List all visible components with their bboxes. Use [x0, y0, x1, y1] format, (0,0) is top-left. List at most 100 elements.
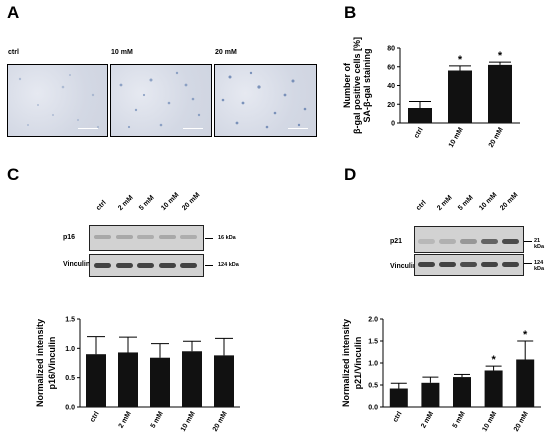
kda-marker-line [205, 238, 213, 239]
blot-band [439, 239, 456, 244]
y-tick-label: 20 [387, 102, 395, 109]
y-tick-label: 1.5 [368, 339, 378, 346]
bar [453, 377, 471, 407]
micrograph-ctrl [7, 64, 108, 137]
significance-marker: * [491, 354, 496, 366]
kda-marker-line [205, 265, 213, 266]
blot-band [481, 262, 498, 267]
blot-p21 [414, 226, 524, 253]
x-tick-label: 5 mM [150, 410, 165, 429]
bar [408, 108, 432, 123]
kda-marker-line [524, 263, 532, 264]
x-tick-label: ctrl [89, 410, 101, 423]
bar [516, 359, 535, 407]
blot-band [137, 235, 154, 239]
bar [488, 64, 512, 123]
significance-marker: * [458, 54, 463, 66]
bar [86, 354, 106, 407]
y-tick-label: 1.5 [65, 317, 75, 324]
bar [448, 70, 472, 123]
bar [214, 355, 234, 407]
x-tick-label: 10 mM [180, 410, 197, 433]
blot-band [180, 235, 197, 239]
y-tick-label: 60 [387, 64, 395, 71]
chart-c: 0.0 0.5 1.0 1.5 Normalized intensity p16/Vinc… [35, 317, 240, 433]
y-axis-label: β-gal positive cells [%] [352, 37, 362, 134]
blot-band [481, 239, 498, 244]
blot-vinculin-c [89, 254, 204, 277]
chart-d-plot: 0.0 0.5 1.0 1.5 2.0 Normalized intensity p21/V… [341, 317, 541, 433]
lane-label: 20 mM [181, 191, 202, 212]
x-tick-label: 2 mM [420, 410, 435, 429]
lane-label: 10 mM [159, 191, 180, 212]
blot-label-vinculin: Vinculin [390, 263, 418, 270]
micrograph-10mm [110, 64, 212, 137]
chart-b: 0 20 40 60 80 Number of β-gal positive cells [… [342, 37, 520, 149]
micrograph-20mm [214, 64, 317, 137]
blot-label-p16: p16 [63, 234, 76, 241]
scale-bar [183, 128, 203, 129]
bar [182, 351, 202, 407]
image-label-10mm: 10 mM [111, 49, 133, 56]
bar [389, 388, 408, 407]
lane-label: ctrl [415, 199, 428, 212]
kda-label-p16: 16 kDa [218, 235, 236, 241]
blot-band [115, 263, 133, 268]
blot-band [158, 263, 176, 268]
y-axis-label: Normalized intensity [341, 319, 351, 407]
y-tick-label: 80 [387, 46, 395, 53]
lane-label: 10 mM [478, 191, 499, 212]
blot-band [115, 235, 133, 239]
x-tick-label: 20 mM [212, 410, 229, 433]
blot-label-p21: p21 [390, 238, 403, 245]
y-tick-label: 40 [387, 83, 395, 90]
scale-bar [78, 128, 98, 129]
y-axis-label: p21/Vinculin [353, 337, 363, 390]
significance-marker: * [523, 329, 528, 341]
x-tick-label: 10 mM [448, 126, 465, 149]
y-axis-label: Number of [342, 62, 352, 108]
micrograph-10mm-texture [119, 71, 201, 129]
blot-band [180, 263, 197, 268]
bar [150, 357, 170, 407]
micrograph-ctrl-texture [18, 74, 100, 129]
significance-marker: * [498, 50, 503, 62]
scale-bar [288, 128, 308, 129]
image-label-20mm: 20 mM [215, 49, 237, 56]
y-tick-label: 1.0 [65, 346, 75, 353]
kda-marker-line [524, 241, 532, 242]
lane-label: 5 mM [138, 194, 156, 212]
panel-letter-b: B [344, 3, 357, 22]
lane-label: 5 mM [457, 194, 475, 212]
x-tick-label: 20 mM [513, 410, 530, 433]
y-tick-label: 0.0 [65, 405, 75, 412]
y-axis-label: p16/Vinculin [47, 337, 57, 390]
y-axis-label: Normalized intensity [35, 319, 45, 407]
x-tick-label: ctrl [392, 410, 404, 423]
micrograph-20mm-texture [221, 71, 307, 129]
bar [484, 370, 503, 407]
blot-band [137, 263, 154, 268]
lane-label: ctrl [95, 199, 108, 212]
panel-letter-a: A [7, 3, 20, 22]
blot-band [94, 235, 111, 239]
blot-band [418, 239, 435, 244]
y-tick-label: 1.0 [368, 361, 378, 368]
blot-band [502, 239, 519, 244]
bar [118, 352, 138, 407]
bar [421, 382, 440, 407]
kda-label-vinculin-c: 124 kDa [218, 262, 239, 268]
panel-letter-c: C [7, 165, 20, 184]
kda-label-p21: 21 kDa [534, 238, 545, 250]
x-tick-label: 5 mM [452, 410, 467, 429]
x-tick-label: ctrl [413, 126, 425, 139]
y-tick-label: 0.5 [368, 383, 378, 390]
kda-label-vinculin-d: 124 kDa [534, 260, 545, 272]
blot-band [94, 263, 111, 268]
blot-label-vinculin: Vinculin [63, 261, 91, 268]
chart-b-plot: 0 20 40 60 80 Number of β-gal positive cells [… [342, 37, 520, 149]
blot-band [418, 262, 435, 267]
chart-c-plot: 0.0 0.5 1.0 1.5 Normalized intensity p16/Vinc… [35, 317, 240, 433]
blot-vinculin-d [414, 254, 524, 276]
x-tick-label: 2 mM [118, 410, 133, 429]
